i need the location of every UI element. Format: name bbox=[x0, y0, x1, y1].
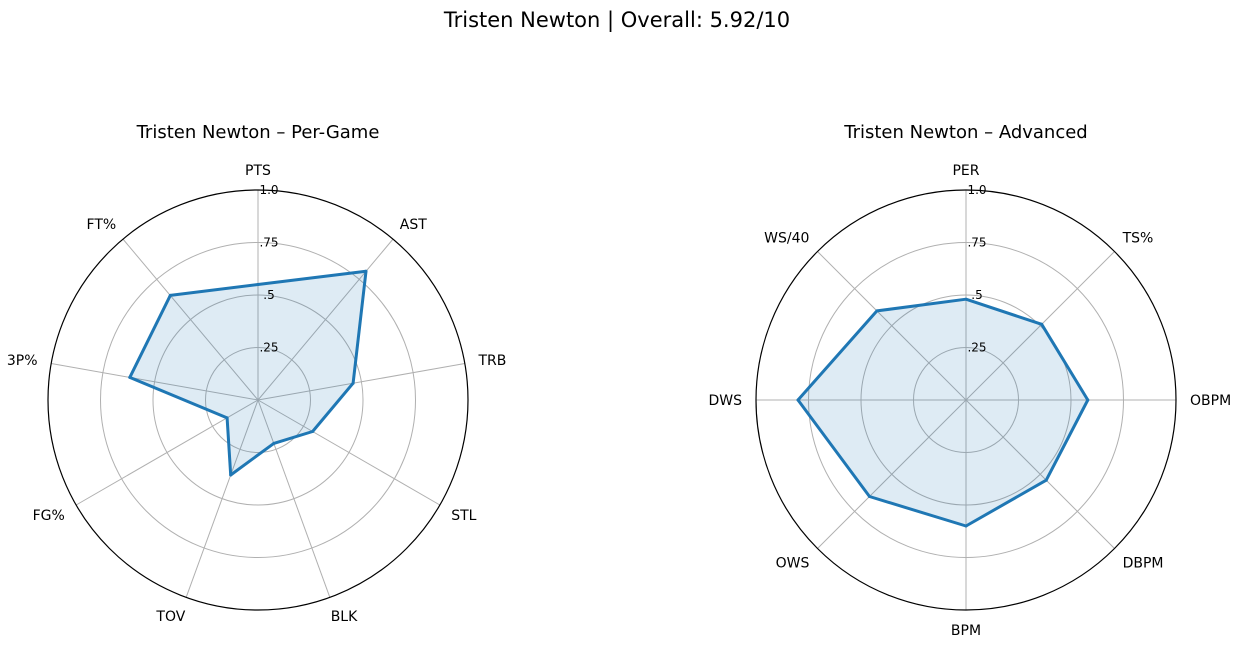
grid-spoke bbox=[817, 399, 967, 549]
radar-chart-advanced: Tristen Newton – Advanced .25 .5 .75 1.0 PER… bbox=[708, 122, 1231, 639]
category-label-pts: PTS bbox=[245, 163, 271, 179]
data-point-dbpm bbox=[1044, 478, 1048, 482]
data-point-trb bbox=[351, 381, 355, 385]
r-tick-label: .25 bbox=[259, 341, 278, 355]
data-point-tov bbox=[229, 473, 233, 477]
category-label-blk: BLK bbox=[331, 609, 358, 625]
r-tick-label: .75 bbox=[967, 236, 986, 250]
figure-suptitle: Tristen Newton | Overall: 5.92/10 bbox=[443, 8, 791, 32]
category-label-stl: STL bbox=[451, 508, 476, 524]
grid-spoke bbox=[257, 238, 394, 401]
r-tick-label: .75 bbox=[259, 236, 278, 250]
r-tick-label: .5 bbox=[971, 288, 982, 302]
category-label-obpm: OBPM bbox=[1190, 393, 1231, 409]
data-point-pts bbox=[256, 283, 260, 286]
category-label-dbpm: DBPM bbox=[1123, 556, 1164, 572]
category-label-trb: TRB bbox=[478, 353, 507, 369]
grid-spoke bbox=[965, 251, 1115, 401]
category-label-fg-pct: FG% bbox=[33, 508, 65, 524]
data-point-obpm bbox=[1086, 398, 1090, 402]
polar-frame bbox=[47, 189, 469, 611]
category-label-ft-pct: FT% bbox=[87, 217, 117, 233]
grid-spoke bbox=[817, 251, 967, 401]
data-area bbox=[798, 299, 1088, 526]
polar-frame bbox=[755, 189, 1177, 611]
category-label-ws-per-40: WS/40 bbox=[764, 230, 809, 246]
data-point-ws-per-40 bbox=[875, 309, 879, 313]
data-line bbox=[128, 269, 368, 477]
category-label-ows: OWS bbox=[776, 556, 810, 572]
category-label-ts-pct: TS% bbox=[1122, 230, 1154, 246]
category-label-dws: DWS bbox=[708, 393, 742, 409]
r-tick-label: 1.0 bbox=[259, 183, 278, 197]
data-point-per bbox=[964, 297, 968, 301]
data-point-ows bbox=[868, 495, 871, 498]
chart-title-advanced: Tristen Newton – Advanced bbox=[843, 122, 1087, 143]
data-area bbox=[129, 271, 366, 475]
grid-spoke bbox=[965, 399, 1115, 549]
data-point-dws bbox=[796, 398, 800, 402]
grid-spoke bbox=[51, 363, 259, 401]
data-point-3p-pct bbox=[128, 375, 132, 379]
chart-title-per-game: Tristen Newton – Per-Game bbox=[136, 122, 380, 143]
data-point-blk bbox=[272, 441, 276, 445]
data-point-fg-pct bbox=[225, 416, 229, 420]
category-label-tov: TOV bbox=[155, 609, 185, 625]
grid-spoke bbox=[257, 399, 441, 506]
r-tick-label: 1.0 bbox=[967, 183, 986, 197]
grid-spoke bbox=[257, 399, 331, 598]
r-tick-label: .25 bbox=[967, 341, 986, 355]
data-point-bpm bbox=[964, 524, 968, 528]
grid-spoke bbox=[185, 399, 259, 598]
radar-chart-per-game: Tristen Newton – Per-Game .25 .5 .75 1.0 PTS… bbox=[7, 122, 507, 625]
data-point-stl bbox=[311, 430, 315, 433]
grid-spoke bbox=[257, 363, 465, 401]
grid-spoke bbox=[122, 238, 259, 401]
r-tick-label: .5 bbox=[263, 288, 274, 302]
category-label-3p-pct: 3P% bbox=[7, 353, 38, 369]
category-label-per: PER bbox=[952, 163, 979, 179]
data-point-ast bbox=[364, 269, 368, 273]
category-label-bpm: BPM bbox=[951, 623, 981, 639]
category-label-ast: AST bbox=[400, 217, 427, 233]
data-point-ts-pct bbox=[1040, 322, 1044, 326]
data-point-ft-pct bbox=[168, 293, 172, 297]
